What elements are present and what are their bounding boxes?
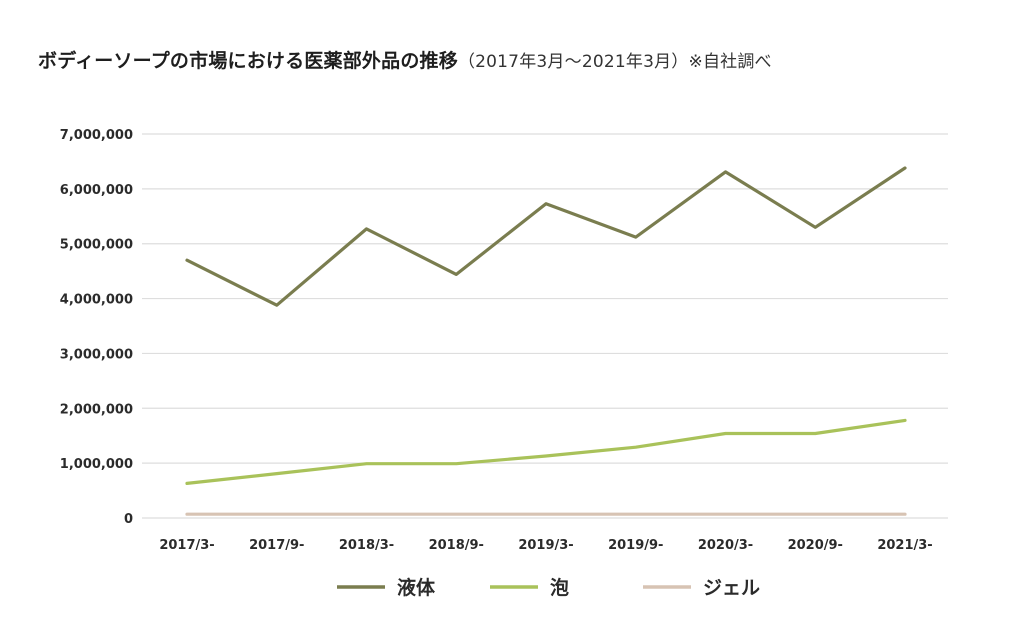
legend-label: 泡 xyxy=(550,576,569,599)
chart-title-sub: （2017年3月〜2021年3月）※自社調べ xyxy=(457,52,772,72)
x-tick-label: 2018/3- xyxy=(339,538,394,553)
y-tick-label: 5,000,000 xyxy=(60,238,133,253)
y-tick-label: 2,000,000 xyxy=(60,402,133,417)
y-tick-label: 1,000,000 xyxy=(60,457,133,472)
x-tick-label: 2019/9- xyxy=(608,538,663,553)
x-tick-label: 2019/3- xyxy=(518,538,573,553)
x-tick-label: 2017/3- xyxy=(159,538,214,553)
series-line-0 xyxy=(185,166,907,307)
x-tick-label: 2020/9- xyxy=(788,538,843,553)
x-tick-label: 2017/9- xyxy=(249,538,304,553)
x-tick-label: 2021/3- xyxy=(877,538,932,553)
legend-label: ジェル xyxy=(703,577,760,599)
y-tick-label: 0 xyxy=(124,512,133,527)
y-tick-label: 7,000,000 xyxy=(60,128,133,143)
y-tick-label: 6,000,000 xyxy=(60,183,133,198)
y-tick-label: 3,000,000 xyxy=(60,347,133,362)
chart-title: ボディーソープの市場における医薬部外品の推移（2017年3月〜2021年3月）※… xyxy=(38,46,772,73)
y-tick-label: 4,000,000 xyxy=(60,293,133,308)
x-tick-label: 2018/9- xyxy=(429,538,484,553)
legend-label: 液体 xyxy=(397,576,436,599)
series-line-1 xyxy=(185,418,907,485)
x-tick-label: 2020/3- xyxy=(698,538,753,553)
chart-title-main: ボディーソープの市場における医薬部外品の推移 xyxy=(38,50,458,72)
